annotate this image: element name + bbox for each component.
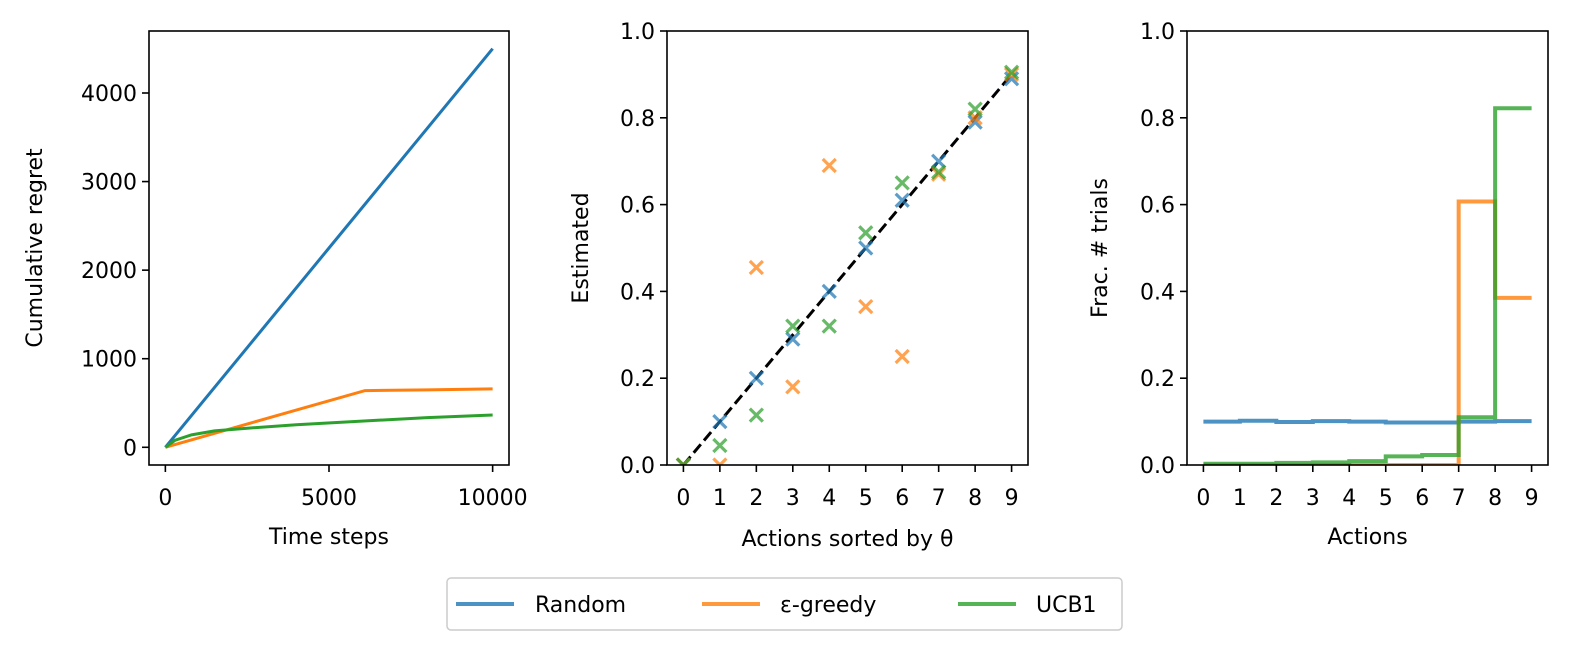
y-tick-label: 1000 xyxy=(81,348,137,373)
panel-2-plot-area xyxy=(675,64,1020,465)
marker-ucb1-5 xyxy=(858,225,874,241)
x-axis-label: Actions sorted by θ xyxy=(742,527,954,552)
y-tick-label: 0.0 xyxy=(1140,454,1175,479)
marker-egreedy-3 xyxy=(785,379,801,395)
x-tick-label: 0 xyxy=(1196,486,1210,511)
marker-random-4 xyxy=(821,283,837,300)
x-tick-label: 8 xyxy=(1488,486,1502,511)
marker-ucb1-1 xyxy=(712,437,728,454)
marker-ucb1-9 xyxy=(1003,64,1020,80)
x-tick-label: 9 xyxy=(1005,486,1019,511)
x-tick-label: 8 xyxy=(968,486,982,511)
x-axis-label: Actions xyxy=(1327,525,1407,550)
y-tick-label: 0.2 xyxy=(1140,367,1175,392)
x-tick-label: 3 xyxy=(786,486,800,511)
marker-ucb1-3 xyxy=(785,318,801,334)
marker-ucb1-2 xyxy=(748,407,764,423)
y-axis-label: Frac. # trials xyxy=(1088,178,1113,318)
marker-egreedy-5 xyxy=(858,298,874,315)
legend-label-egreedy: ε-greedy xyxy=(780,593,876,618)
x-tick-label: 0 xyxy=(158,486,172,511)
legend-label-ucb1: UCB1 xyxy=(1036,593,1097,618)
y-tick-label: 2000 xyxy=(81,259,137,284)
marker-ucb1-8 xyxy=(967,101,983,117)
series-line-random xyxy=(164,47,494,449)
marker-random-5 xyxy=(858,240,874,256)
x-tick-label: 6 xyxy=(1415,486,1429,511)
legend: Random ε-greedy UCB1 xyxy=(446,577,1123,631)
y-axis-label: Estimated xyxy=(569,192,594,303)
y-tick-label: 0.8 xyxy=(620,107,655,132)
y-tick-label: 0.6 xyxy=(620,194,655,219)
x-tick-label: 0 xyxy=(676,486,690,511)
x-tick-label: 4 xyxy=(822,486,836,511)
panel-1-plot-area xyxy=(164,47,494,449)
x-tick-label: 10000 xyxy=(458,486,528,511)
marker-random-1 xyxy=(712,413,728,430)
panel-2: 0 1 2 3 4 5 6 7 8 9 0.0 0.2 0.4 0.6 0.8 1.0 Actions sort… xyxy=(569,20,1029,552)
series-line-ucb1 xyxy=(1203,106,1532,465)
marker-egreedy-2 xyxy=(748,259,764,276)
reference-line xyxy=(682,73,1013,465)
x-tick-label: 6 xyxy=(895,486,909,511)
y-tick-label: 4000 xyxy=(81,82,137,107)
x-tick-label: 5 xyxy=(1379,486,1393,511)
panel-2-frame xyxy=(666,30,1029,466)
legend-label-random: Random xyxy=(535,593,626,618)
marker-egreedy-6 xyxy=(894,348,910,365)
panel-3-frame xyxy=(1186,30,1549,466)
series-line-egreedy xyxy=(1203,199,1532,465)
x-tick-label: 3 xyxy=(1306,486,1320,511)
panel-1: 0 5000 10000 0 1000 2000 3000 4000 Time steps Cum… xyxy=(23,30,528,550)
y-tick-label: 0 xyxy=(123,436,137,461)
legend-frame xyxy=(446,577,1123,631)
x-axis-label: Time steps xyxy=(268,525,389,550)
y-tick-label: 0.6 xyxy=(1140,194,1175,219)
y-tick-label: 3000 xyxy=(81,171,137,196)
panel-3-plot-area xyxy=(1203,106,1532,465)
x-tick-label: 5000 xyxy=(301,486,357,511)
x-tick-label: 1 xyxy=(713,486,727,511)
x-tick-label: 1 xyxy=(1233,486,1247,511)
x-tick-label: 5 xyxy=(859,486,873,511)
marker-random-6 xyxy=(894,192,910,208)
y-tick-label: 0.4 xyxy=(1140,280,1175,305)
x-tick-label: 7 xyxy=(1452,486,1466,511)
x-tick-label: 9 xyxy=(1525,486,1539,511)
y-tick-label: 1.0 xyxy=(620,20,655,45)
marker-ucb1-4 xyxy=(821,318,837,334)
y-tick-label: 1.0 xyxy=(1140,20,1175,45)
marker-random-2 xyxy=(748,370,764,386)
x-tick-label: 2 xyxy=(749,486,763,511)
panel-3: 0 1 2 3 4 5 6 7 8 9 0.0 0.2 0.4 0.6 0.8 1.0 Actions Frac.… xyxy=(1088,20,1549,550)
x-tick-label: 2 xyxy=(1269,486,1283,511)
marker-ucb1-6 xyxy=(894,175,910,191)
series-line-random xyxy=(1203,418,1532,425)
marker-ucb1-7 xyxy=(931,164,947,180)
marker-random-8 xyxy=(967,114,983,130)
marker-egreedy-4 xyxy=(821,157,837,174)
marker-random-3 xyxy=(785,331,801,347)
x-tick-label: 4 xyxy=(1342,486,1356,511)
marker-ucb1-0 xyxy=(675,457,692,465)
y-tick-label: 0.0 xyxy=(620,454,655,479)
y-axis-label: Cumulative regret xyxy=(23,148,48,348)
series-line-ucb1 xyxy=(164,413,493,449)
y-tick-label: 0.4 xyxy=(620,280,655,305)
y-tick-label: 0.2 xyxy=(620,367,655,392)
y-tick-label: 0.8 xyxy=(1140,107,1175,132)
x-tick-label: 7 xyxy=(932,486,946,511)
marker-egreedy-1 xyxy=(712,457,728,465)
